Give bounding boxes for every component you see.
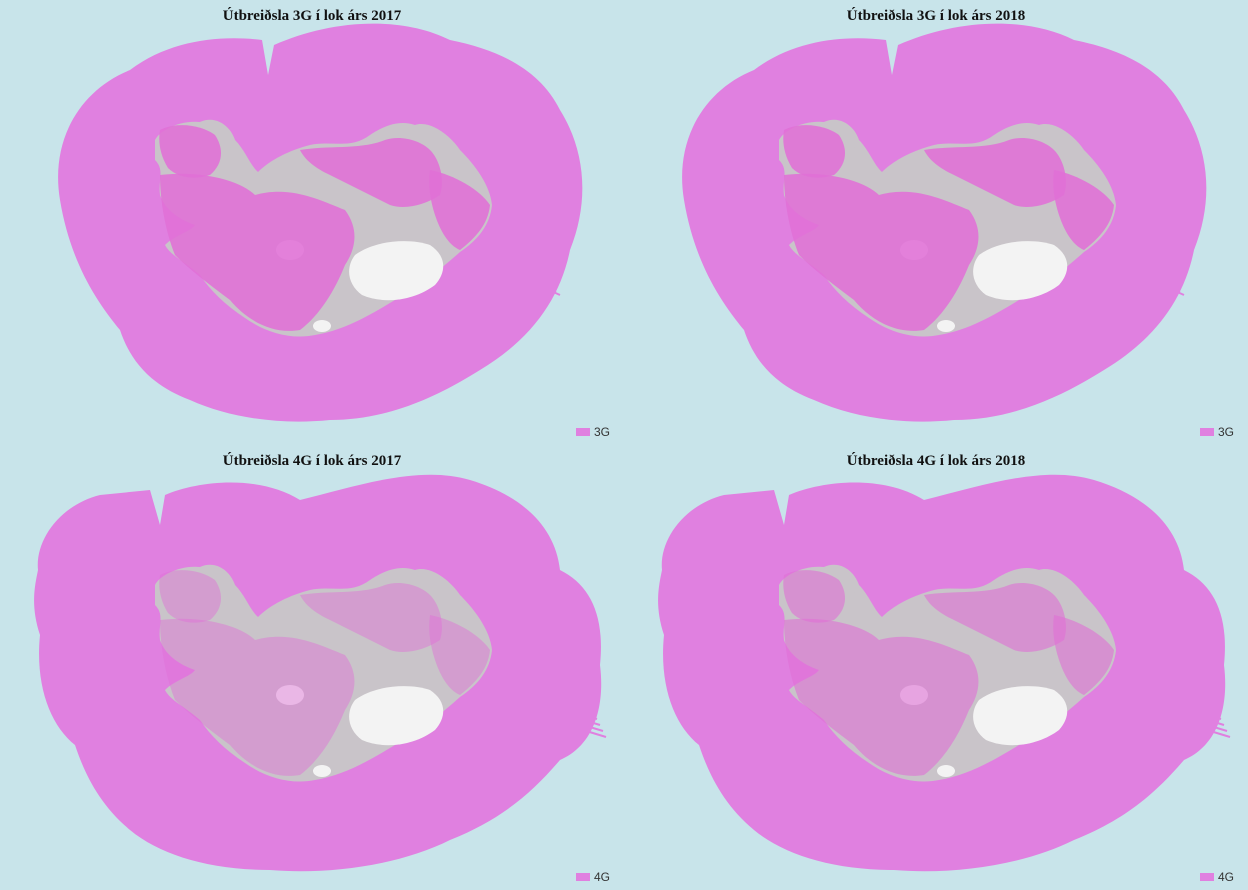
coverage-map bbox=[624, 0, 1248, 445]
panel-title: Útbreiðsla 4G í lok árs 2017 bbox=[0, 453, 624, 470]
legend-swatch bbox=[1200, 873, 1214, 881]
glacier-myrdalsjokull bbox=[937, 320, 955, 332]
legend-swatch bbox=[576, 873, 590, 881]
glacier-myrdalsjokull bbox=[937, 765, 955, 777]
map-legend: 4G bbox=[1200, 870, 1234, 884]
legend-swatch bbox=[1200, 428, 1214, 436]
map-panel-4g-2018: Útbreiðsla 4G í lok árs 2018 4G bbox=[624, 445, 1248, 890]
coverage-map bbox=[0, 0, 624, 445]
coverage-map bbox=[0, 445, 624, 890]
map-legend: 3G bbox=[1200, 425, 1234, 439]
map-legend: 3G bbox=[576, 425, 610, 439]
map-legend: 4G bbox=[576, 870, 610, 884]
legend-label: 3G bbox=[594, 425, 610, 439]
map-panel-4g-2017: Útbreiðsla 4G í lok árs 2017 4G bbox=[0, 445, 624, 890]
legend-label: 4G bbox=[1218, 870, 1234, 884]
coverage-map bbox=[624, 445, 1248, 890]
legend-label: 4G bbox=[594, 870, 610, 884]
legend-label: 3G bbox=[1218, 425, 1234, 439]
panel-title: Útbreiðsla 3G í lok árs 2018 bbox=[624, 8, 1248, 25]
glacier-myrdalsjokull bbox=[313, 765, 331, 777]
panel-title: Útbreiðsla 4G í lok árs 2018 bbox=[624, 453, 1248, 470]
map-panel-3g-2017: Útbreiðsla 3G í lok árs 2017 3G bbox=[0, 0, 624, 445]
panel-title: Útbreiðsla 3G í lok árs 2017 bbox=[0, 8, 624, 25]
legend-swatch bbox=[576, 428, 590, 436]
glacier-myrdalsjokull bbox=[313, 320, 331, 332]
map-panel-3g-2018: Útbreiðsla 3G í lok árs 2018 3G bbox=[624, 0, 1248, 445]
